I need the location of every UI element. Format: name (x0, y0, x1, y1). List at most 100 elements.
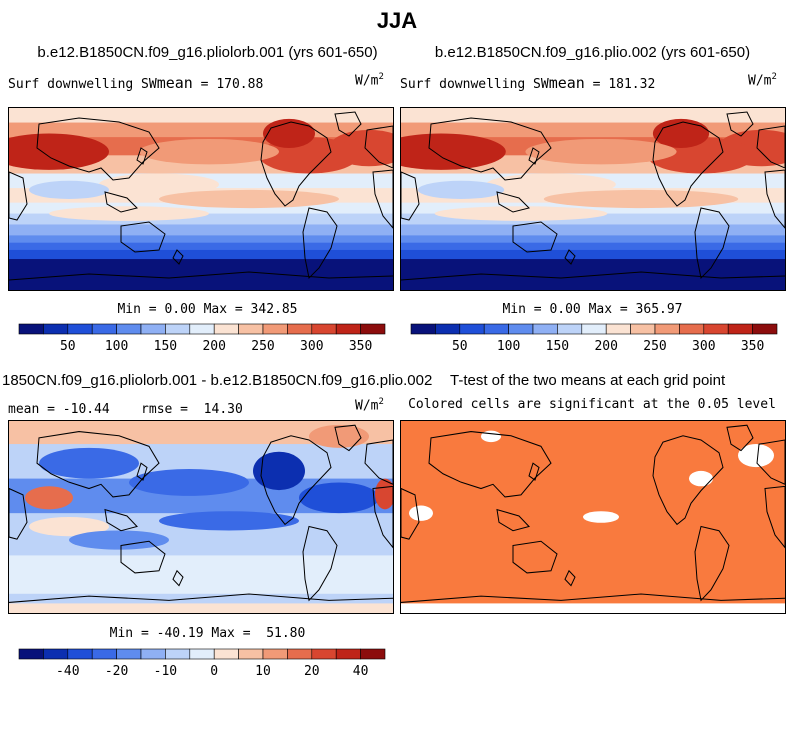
panel-1-colorbar-swatch-9 (238, 323, 264, 335)
field-blob-8 (69, 530, 169, 550)
coastline-10 (528, 147, 540, 165)
panel-2-colorbar-tick-1: 100 (497, 339, 520, 354)
panel-3-map (8, 420, 394, 614)
panel-3-colorbar-tick-0: -40 (56, 664, 79, 679)
panel-3-colorbar-tick-6: 40 (353, 664, 369, 679)
panel-1-colorbar-tick-1: 100 (105, 339, 128, 354)
panel-2-colorbar-swatch-2 (459, 323, 485, 335)
panel-2-colorbar-swatch-5 (532, 323, 558, 335)
coastline-5 (372, 169, 393, 229)
panel-3-colorbar-tick-3: 0 (210, 664, 218, 679)
field-blob-1 (253, 451, 305, 491)
non-significant-cell-1 (583, 511, 619, 523)
lat-band-10 (401, 242, 785, 251)
panel-3-colorbar-swatch-10 (262, 648, 288, 660)
coastline-4 (364, 439, 393, 485)
coastline-2 (302, 525, 338, 602)
coastline-9 (564, 249, 576, 265)
coastline-0 (260, 435, 332, 526)
coastline-8 (120, 540, 166, 574)
figure-title: JJA (376, 8, 418, 33)
lat-band-5 (9, 593, 393, 604)
field-blob-9 (309, 424, 369, 448)
panel-1-units: W/m2 (355, 72, 384, 89)
panel-3-colorbar-swatch-6 (165, 648, 191, 660)
panel-3-colorbar-swatch-2 (67, 648, 93, 660)
panel-1-colorbar-swatch-12 (311, 323, 337, 335)
field-blob-4 (525, 138, 677, 165)
panel-2-colorbar-swatch-11 (679, 323, 705, 335)
panel-1-colorbar-tick-5: 300 (300, 339, 323, 354)
panel-3-colorbar-swatch-7 (189, 648, 215, 660)
panel-3-colorbar-swatch-3 (91, 648, 117, 660)
field-blob-4 (139, 138, 279, 165)
coastline-6 (9, 171, 28, 221)
coastline-8 (120, 221, 166, 253)
panel-1-colorbar-swatch-10 (262, 323, 288, 335)
panel-2-colorbar: 50 100 150 200 250 300 350 (410, 322, 780, 359)
non-significant-cell-2 (689, 470, 713, 487)
panel-2-title: b.e12.B1850CN.f09_g16.plio.002 (yrs 601-… (434, 44, 751, 61)
coastline-2 (694, 525, 730, 602)
field-blob-8 (434, 206, 608, 221)
panel-2-units: W/m2 (748, 72, 777, 89)
coastline-10 (136, 462, 148, 481)
panel-2-colorbar-swatch-0 (410, 323, 436, 335)
field-blob-2 (129, 469, 249, 496)
panel-2-colorbar-swatch-14 (752, 323, 778, 335)
field-blob-7 (159, 189, 339, 209)
lat-band-8 (401, 224, 785, 236)
panel-3-colorbar-svg: -40 -20 -10 0 10 20 40 (18, 648, 386, 679)
lat-band-0 (9, 108, 393, 124)
panel-3-colorbar-tick-5: 20 (304, 664, 320, 679)
coastline-6 (9, 487, 28, 540)
panel-2-colorbar-swatch-6 (557, 323, 583, 335)
coastline-3 (36, 117, 160, 181)
coastline-2 (302, 207, 338, 280)
panel-1-colorbar-svg: 50 100 150 200 250 300 350 (18, 323, 386, 354)
coastline-0 (260, 121, 332, 207)
panel-1-colorbar-swatch-6 (165, 323, 191, 335)
panel-1-colorbar-tick-6: 350 (349, 339, 372, 354)
panel-1-map (8, 107, 394, 291)
panel-1-stat-label: mean (156, 74, 193, 92)
panel-1-colorbar-swatch-13 (335, 323, 361, 335)
lat-band-0 (9, 421, 393, 445)
field-blob-6 (417, 180, 505, 199)
panel-1-colorbar-swatch-8 (213, 323, 239, 335)
coastline-2 (694, 207, 730, 280)
coastline-4 (756, 125, 785, 169)
coastline-7 (104, 191, 138, 213)
coastline-1 (726, 424, 754, 452)
coastline-6 (401, 487, 420, 540)
panel-3-minmax: Min = -40.19 Max = 51.80 (109, 626, 306, 641)
non-significant-cell-3 (738, 444, 774, 468)
lat-band-4 (9, 555, 393, 595)
panel-1-colorbar-tick-2: 150 (154, 339, 177, 354)
coastline-3 (428, 117, 552, 181)
panel-3-title: 1850CN.f09_g16.pliolorb.001 - b.e12.B185… (2, 372, 433, 389)
coastline-9 (172, 249, 184, 265)
panel-2-variable: Surf downwelling SW (400, 77, 549, 92)
field-blob-6 (29, 517, 109, 537)
field-blob-0 (39, 447, 139, 479)
panel-1-colorbar-tick-0: 50 (60, 339, 76, 354)
panel-2-colorbar-tick-5: 300 (692, 339, 715, 354)
panel-3-colorbar-swatch-4 (116, 648, 142, 660)
panel-3-colorbar-tick-1: -20 (105, 664, 128, 679)
panel-3-stats: mean = -10.44 rmse = 14.30 (8, 402, 243, 417)
field-blob-3 (652, 118, 710, 149)
non-significant-cell-4 (481, 430, 501, 443)
coastline-11 (9, 593, 393, 603)
panel-2-colorbar-tick-0: 50 (452, 339, 468, 354)
lat-band-10 (9, 242, 393, 251)
lat-band-9 (9, 235, 393, 244)
lat-band-7 (9, 213, 393, 225)
panel-2-colorbar-swatch-13 (727, 323, 753, 335)
field-blob-7 (159, 511, 299, 531)
field-blob-0 (9, 133, 109, 170)
field-blob-5 (486, 173, 616, 196)
panel-1-colorbar-swatch-7 (189, 323, 215, 335)
panel-2-colorbar-swatch-9 (630, 323, 656, 335)
field-blob-3 (263, 118, 315, 149)
